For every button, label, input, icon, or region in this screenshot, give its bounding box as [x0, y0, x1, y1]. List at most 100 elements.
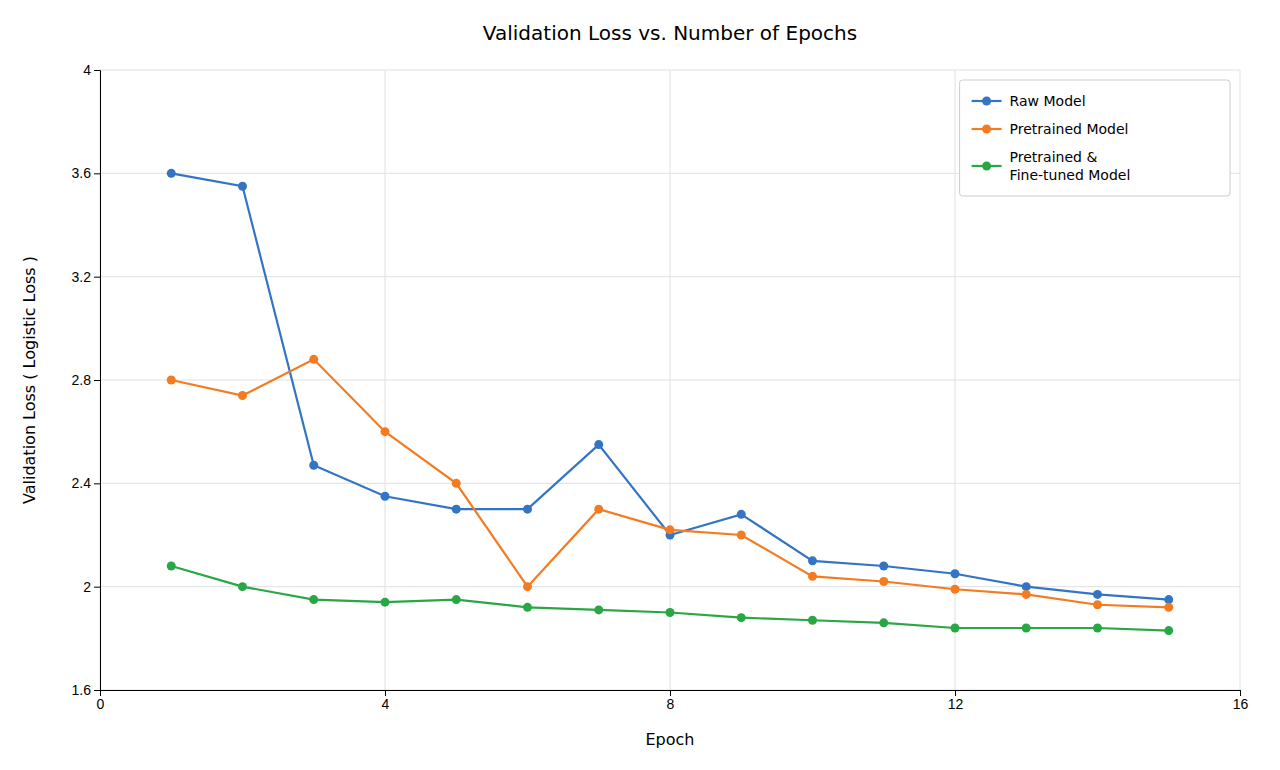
tick-label: 8 — [667, 696, 675, 712]
legend-entry: Pretrained Model — [972, 121, 1129, 137]
tick: 12 — [948, 690, 964, 712]
point — [167, 169, 176, 178]
point — [1022, 590, 1031, 599]
point — [238, 182, 247, 191]
tick: 0 — [97, 690, 105, 712]
point — [309, 461, 318, 470]
tick: 8 — [667, 690, 675, 712]
grid — [100, 70, 1240, 690]
point — [594, 605, 603, 614]
tick: 2.4 — [72, 475, 100, 491]
series-line — [171, 173, 1169, 599]
tick: 3.2 — [72, 269, 100, 285]
tick: 2 — [83, 579, 100, 595]
point — [879, 577, 888, 586]
point — [1093, 590, 1102, 599]
tick-mark — [94, 587, 100, 588]
point — [594, 505, 603, 514]
point — [737, 531, 746, 540]
tick-mark — [94, 690, 100, 691]
tick-mark — [94, 173, 100, 174]
legend-label: Raw Model — [1010, 93, 1086, 109]
grid-line-x — [1240, 70, 1241, 690]
tick-label: 3.6 — [72, 165, 92, 181]
point — [666, 608, 675, 617]
legend-label-line: Raw Model — [1010, 93, 1086, 109]
point — [1164, 626, 1173, 635]
point — [523, 603, 532, 612]
legend-label-line: Pretrained Model — [1010, 121, 1129, 137]
point — [452, 595, 461, 604]
point — [951, 624, 960, 633]
x-axis: 0 4 8 12 16 — [97, 690, 1249, 712]
point — [167, 562, 176, 571]
marks — [167, 169, 1174, 635]
tick-label: 16 — [1233, 696, 1249, 712]
point — [1093, 600, 1102, 609]
series-line — [171, 566, 1169, 631]
legend-key-marker — [982, 97, 991, 106]
point — [951, 585, 960, 594]
grid-line-x — [385, 70, 386, 690]
legend-label: Pretrained &Fine-tuned Model — [1010, 149, 1131, 183]
point — [808, 616, 817, 625]
point — [523, 582, 532, 591]
legend-key-marker — [982, 162, 991, 171]
tick-label: 0 — [97, 696, 105, 712]
tick-label: 12 — [948, 696, 964, 712]
tick: 3.6 — [72, 165, 100, 181]
chart: 0 4 8 12 16 1.6 2 2.4 2.8 3.2 3.6 4 Raw Model Pretrai… — [0, 0, 1280, 770]
point — [309, 355, 318, 364]
tick-label: 2 — [83, 579, 91, 595]
series — [167, 355, 1174, 612]
point — [167, 376, 176, 385]
point — [381, 427, 390, 436]
tick-label: 4 — [382, 696, 390, 712]
point — [381, 598, 390, 607]
point — [879, 618, 888, 627]
point — [1022, 624, 1031, 633]
point — [737, 613, 746, 622]
legend-label-line: Fine-tuned Model — [1010, 167, 1131, 183]
point — [951, 569, 960, 578]
legend: Raw Model Pretrained Model Pretrained &Fin… — [960, 80, 1230, 196]
tick: 4 — [83, 62, 100, 78]
point — [1022, 582, 1031, 591]
point — [452, 479, 461, 488]
tick: 4 — [382, 690, 390, 712]
point — [594, 440, 603, 449]
tick-label: 3.2 — [72, 269, 92, 285]
point — [309, 595, 318, 604]
tick-mark — [94, 483, 100, 484]
tick-mark — [94, 380, 100, 381]
grid-line-x — [670, 70, 671, 690]
series-line — [171, 359, 1169, 607]
point — [879, 562, 888, 571]
y-axis: 1.6 2 2.4 2.8 3.2 3.6 4 — [72, 62, 101, 698]
point — [523, 505, 532, 514]
tick-mark — [94, 277, 100, 278]
point — [452, 505, 461, 514]
legend-entry: Raw Model — [972, 93, 1086, 109]
grid-line-x — [955, 70, 956, 690]
point — [1093, 624, 1102, 633]
legend-box — [960, 80, 1230, 196]
point — [381, 492, 390, 501]
tick: 2.8 — [72, 372, 100, 388]
tick-mark — [94, 70, 100, 71]
series — [167, 169, 1174, 604]
point — [666, 525, 675, 534]
point — [808, 556, 817, 565]
legend-label: Pretrained Model — [1010, 121, 1129, 137]
series — [167, 562, 1174, 636]
legend-key-marker — [982, 125, 991, 134]
legend-entry: Pretrained &Fine-tuned Model — [972, 149, 1131, 183]
point — [737, 510, 746, 519]
tick-label: 1.6 — [72, 682, 92, 698]
point — [238, 582, 247, 591]
axis-line — [94, 71, 101, 691]
tick-label: 2.8 — [72, 372, 92, 388]
tick-label: 4 — [83, 62, 91, 78]
y-axis-title: Validation Loss ( Logistic Loss ) — [20, 256, 39, 504]
point — [238, 391, 247, 400]
